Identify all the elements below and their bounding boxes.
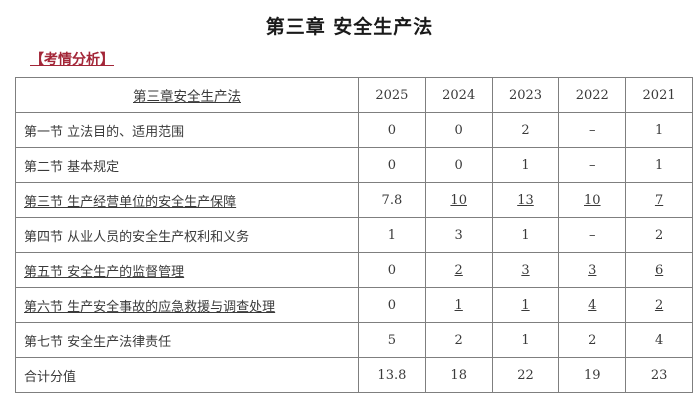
score-cell: 1 [491,217,560,253]
score-cell: 4 [625,322,693,358]
table-row: 第六节 生产安全事故的应急救援与调查处理 0 1 1 4 2 [15,287,693,323]
score-cell: 2 [424,322,493,358]
section-label-cell: 第五节 安全生产的监督管理 [15,252,359,288]
score-cell: 2 [491,112,560,148]
year-header-cell: 2023 [491,77,560,113]
year-header-cell: 2025 [358,77,426,113]
score-cell: 3 [424,217,493,253]
score-cell: 10 [558,182,627,218]
chapter-header-cell: 第三章安全生产法 [15,77,359,113]
table-row: 第一节 立法目的、适用范围 0 0 2 – 1 [15,112,693,148]
table-row: 第四节 从业人员的安全生产权利和义务 1 3 1 – 2 [15,217,693,253]
table-row: 第五节 安全生产的监督管理 0 2 3 3 6 [15,252,693,288]
section-label-cell: 第三节 生产经营单位的安全生产保障 [15,182,359,218]
score-cell: 0 [424,147,493,183]
total-label-cell: 合计分值 [15,357,359,393]
score-cell: 1 [491,322,560,358]
score-cell: 0 [424,112,493,148]
score-cell: 7.8 [358,182,426,218]
score-cell: 1 [491,287,560,323]
score-cell: 5 [358,322,426,358]
table-row: 第七节 安全生产法律责任 5 2 1 2 4 [15,322,693,358]
score-cell: 1 [625,112,693,148]
page-title: 第三章 安全生产法 [265,16,434,38]
score-cell: 2 [625,217,693,253]
exam-analysis-label: 【考情分析】 [30,52,114,68]
score-cell: 1 [625,147,693,183]
score-cell: – [558,147,627,183]
section-label-cell: 第二节 基本规定 [15,147,359,183]
section-label-cell: 第七节 安全生产法律责任 [15,322,359,358]
score-cell: 0 [358,112,426,148]
score-cell: – [558,217,627,253]
score-cell: 6 [625,252,693,288]
table-row: 第三节 生产经营单位的安全生产保障 7.8 10 13 10 7 [15,182,693,218]
year-header-cell: 2024 [424,77,493,113]
total-score-cell: 23 [625,357,693,393]
score-cell: 2 [424,252,493,288]
total-score-cell: 19 [558,357,627,393]
score-cell: 0 [358,147,426,183]
score-cell: 1 [424,287,493,323]
table-row-total: 合计分值 13.8 18 22 19 23 [15,357,693,393]
score-cell: – [558,112,627,148]
table-row: 第二节 基本规定 0 0 1 – 1 [15,147,693,183]
score-cell: 3 [491,252,560,288]
score-cell: 0 [358,287,426,323]
exam-analysis-table: 第三章安全生产法 2025 2024 2023 2022 2021 第一节 立法… [15,77,693,393]
total-score-cell: 13.8 [358,357,426,393]
total-score-cell: 18 [424,357,493,393]
score-cell: 10 [424,182,493,218]
score-cell: 7 [625,182,693,218]
score-cell: 1 [358,217,426,253]
score-cell: 4 [558,287,627,323]
score-cell: 3 [558,252,627,288]
year-header-cell: 2021 [625,77,693,113]
score-cell: 2 [625,287,693,323]
year-header-cell: 2022 [558,77,627,113]
score-cell: 0 [358,252,426,288]
score-cell: 1 [491,147,560,183]
section-label-cell: 第一节 立法目的、适用范围 [15,112,359,148]
table-header-row: 第三章安全生产法 2025 2024 2023 2022 2021 [15,77,693,113]
section-label-cell: 第四节 从业人员的安全生产权利和义务 [15,217,359,253]
total-score-cell: 22 [491,357,560,393]
score-cell: 2 [558,322,627,358]
score-cell: 13 [491,182,560,218]
section-label-cell: 第六节 生产安全事故的应急救援与调查处理 [15,287,359,323]
